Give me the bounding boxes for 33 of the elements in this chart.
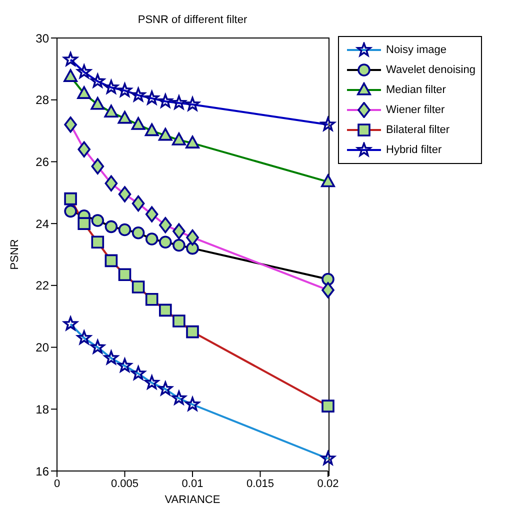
x-tick-label: 0	[54, 478, 60, 490]
y-tick-label: 24	[36, 216, 50, 231]
chart-title: PSNR of different filter	[136, 14, 248, 26]
point	[63, 52, 78, 66]
x-tick-label: 0.01	[182, 478, 204, 490]
x-axis-title: VARIANCE	[164, 494, 220, 506]
point	[76, 64, 92, 78]
legend-label: Noisy image	[386, 44, 447, 56]
legend-label: Wavelet denoising	[386, 64, 476, 76]
y-tick-label: 18	[36, 402, 50, 416]
x-tick-label: 0.005	[110, 478, 139, 490]
y-tick-label: 28	[36, 93, 50, 108]
y-tick-label: 22	[36, 278, 50, 293]
point	[104, 80, 118, 94]
point	[144, 90, 160, 105]
point	[172, 95, 186, 110]
point	[118, 83, 132, 97]
y-tick-label: 30	[36, 31, 50, 46]
y-tick-label: 20	[36, 340, 50, 355]
legend-label: Bilateral filter	[386, 124, 450, 136]
x-tick-label: 0.02	[317, 478, 339, 490]
point	[131, 88, 146, 102]
y-tick-label: 26	[36, 154, 50, 169]
legend-label: Wiener filter	[386, 104, 445, 116]
point	[158, 94, 173, 108]
legend-label: Median filter	[386, 84, 446, 96]
point	[185, 97, 200, 111]
y-axis-title: PSNR	[8, 239, 21, 270]
legend-label: Hybrid filter	[386, 144, 442, 156]
y-tick-label: 16	[36, 464, 50, 478]
point	[320, 117, 336, 131]
point	[90, 74, 105, 88]
x-tick-label: 0.015	[246, 478, 274, 490]
